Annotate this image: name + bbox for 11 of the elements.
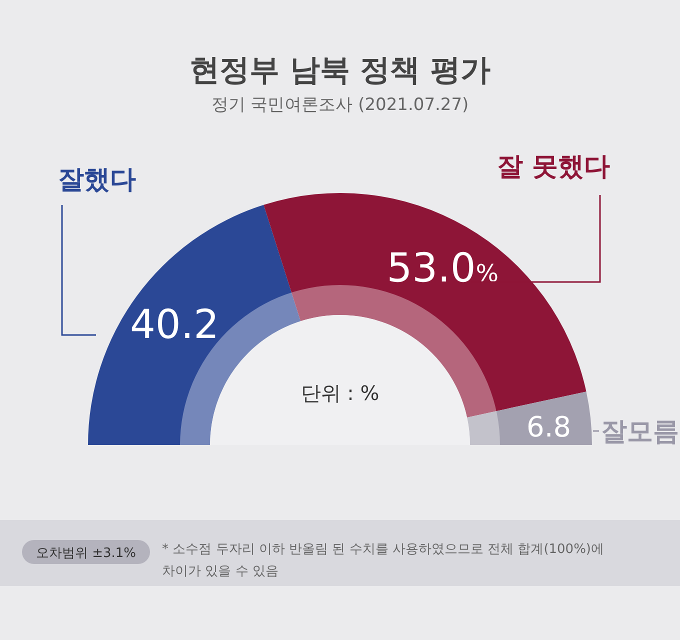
slice-label: 잘모름 (601, 417, 679, 447)
slice-label: 잘했다 (58, 165, 136, 195)
chart-subtitle: 정기 국민여론조사 (2021.07.27) (211, 95, 469, 115)
data-label: 6.8 (526, 410, 572, 444)
slice-label: 잘 못했다 (496, 152, 610, 182)
chart-title: 현정부 남북 정책 평가 (189, 53, 491, 88)
text: 오차범위 ±3.1% (36, 546, 136, 561)
text: * 소수점 두자리 이하 반올림 된 수치를 사용하였으므로 전체 합계(100%)에 차이가 있을 수 있음 (162, 542, 604, 579)
data-label: 53.0% (386, 246, 499, 292)
text: 단위 : % (300, 381, 380, 405)
data-label: 40.2 (130, 302, 220, 348)
